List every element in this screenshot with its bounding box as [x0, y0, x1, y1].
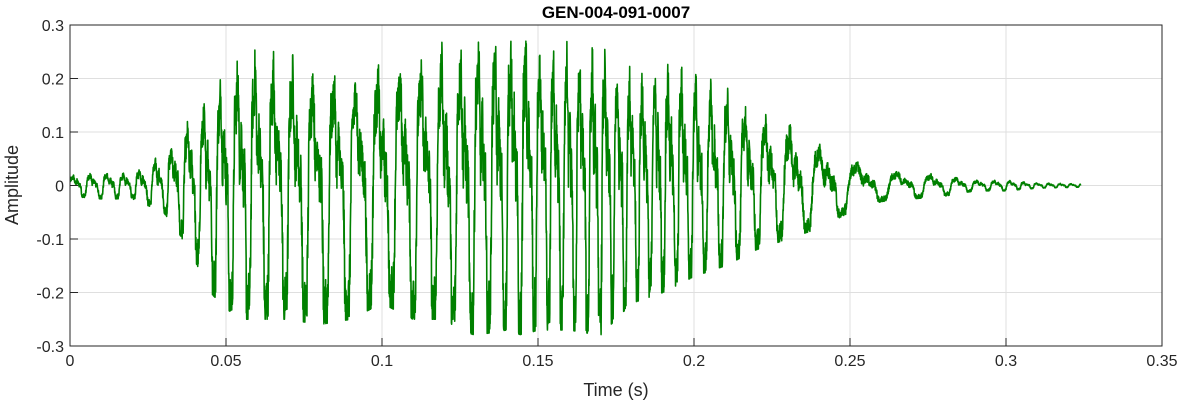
- x-tick-label: 0: [66, 353, 75, 370]
- x-tick-label: 0.05: [210, 353, 241, 370]
- x-axis: 0 0.05 0.1 0.15 0.2 0.25 0.3 0.35: [66, 338, 1178, 370]
- x-tick-label: 0.1: [371, 353, 393, 370]
- x-tick-label: 0.15: [522, 353, 553, 370]
- y-tick-label: 0: [55, 179, 64, 196]
- y-tick-label: -0.1: [36, 232, 64, 249]
- x-tick-label: 0.2: [683, 353, 705, 370]
- y-axis: -0.3 -0.2 -0.1 0 0.1 0.2 0.3: [36, 18, 78, 356]
- y-tick-label: 0.3: [42, 18, 64, 35]
- waveform-series-line: [70, 40, 1082, 336]
- y-tick-label: -0.3: [36, 339, 64, 356]
- y-tick-label: -0.2: [36, 286, 64, 303]
- y-axis-label: Amplitude: [2, 145, 22, 225]
- x-tick-label: 0.25: [834, 353, 865, 370]
- y-tick-label: 0.1: [42, 125, 64, 142]
- plot-content: [70, 40, 1082, 336]
- x-axis-label: Time (s): [583, 380, 648, 400]
- x-tick-label: 0.3: [995, 353, 1017, 370]
- y-tick-label: 0.2: [42, 72, 64, 89]
- chart-title: GEN-004-091-0007: [542, 3, 690, 22]
- x-tick-label: 0.35: [1146, 353, 1177, 370]
